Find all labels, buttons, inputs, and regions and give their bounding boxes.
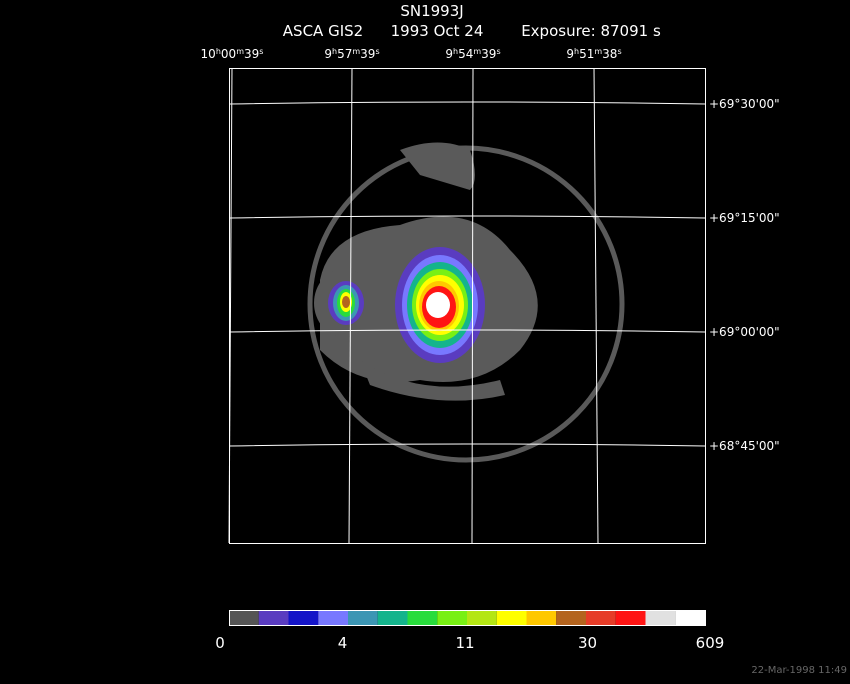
xray-image — [307, 142, 625, 463]
value: 51 — [579, 47, 594, 61]
unit: m — [473, 47, 481, 56]
colorbar-swatch — [645, 611, 676, 625]
colorbar-tick-label: 11 — [455, 634, 474, 652]
colorbar-swatch — [615, 611, 646, 625]
colorbar-swatch — [496, 611, 527, 625]
colorbar-swatch — [586, 611, 616, 625]
value: 9 — [324, 47, 332, 61]
value: 38 — [602, 47, 617, 61]
unit: h — [453, 47, 458, 56]
value: 00 — [221, 47, 236, 61]
dec-labels: +69°30'00" +69°15'00" +69°00'00" +68°45'00" — [709, 97, 780, 453]
unit: s — [259, 47, 263, 56]
unit: m — [236, 47, 244, 56]
value: 9 — [445, 47, 453, 61]
instrument: ASCA GIS2 — [283, 22, 363, 40]
value: 10 — [201, 47, 216, 61]
dec-label: +68°45'00" — [709, 439, 780, 453]
ra-label: 9h51m38s — [566, 47, 621, 62]
timestamp: 22-Mar-1998 11:49 — [751, 665, 847, 676]
colorbar-swatch — [407, 611, 438, 625]
title: SN1993J — [400, 2, 463, 20]
ra-label: 10h00m39s — [201, 47, 264, 62]
value: 54 — [458, 47, 473, 61]
value: 39 — [244, 47, 259, 61]
colorbar-swatch — [288, 611, 319, 625]
colorbar-swatch — [258, 611, 289, 625]
colorbar-swatch — [675, 611, 705, 625]
colorbar-tick-label: 4 — [338, 634, 348, 652]
colorbar-swatch — [556, 611, 586, 625]
unit: s — [617, 47, 621, 56]
dec-label: +69°30'00" — [709, 97, 780, 111]
ra-label: 9h54m39s — [445, 47, 500, 62]
dec-label: +69°00'00" — [709, 325, 780, 339]
colorbar: 0 4 11 30 609 — [215, 610, 725, 652]
unit: m — [352, 47, 360, 56]
colorbar-swatch — [318, 611, 348, 625]
colorbar-swatch — [229, 611, 259, 625]
colorbar-tick-label: 30 — [578, 634, 597, 652]
unit: h — [332, 47, 337, 56]
colorbar-swatch — [526, 611, 557, 625]
unit: m — [594, 47, 602, 56]
unit: s — [496, 47, 500, 56]
ra-labels: 10h00m39s 9h57m39s 9h54m39s 9h51m38s — [201, 47, 622, 62]
colorbar-tick-label: 0 — [215, 634, 225, 652]
colorbar-frame — [229, 610, 706, 626]
colorbar-tick-label: 609 — [696, 634, 725, 652]
coordinate-grid — [228, 67, 706, 544]
unit: s — [375, 47, 379, 56]
colorbar-swatch — [348, 611, 378, 625]
ra-label: 9h57m39s — [324, 47, 379, 62]
colorbar-swatch — [467, 611, 497, 625]
value: 57 — [337, 47, 352, 61]
value: 39 — [360, 47, 375, 61]
obs-date: 1993 Oct 24 — [391, 22, 484, 40]
colorbar-swatch — [437, 611, 467, 625]
unit: h — [216, 47, 221, 56]
exposure: Exposure: 87091 s — [521, 22, 661, 40]
dec-label: +69°15'00" — [709, 211, 780, 225]
unit: h — [574, 47, 579, 56]
value: 39 — [481, 47, 496, 61]
colorbar-swatch — [377, 611, 408, 625]
value: 9 — [566, 47, 574, 61]
